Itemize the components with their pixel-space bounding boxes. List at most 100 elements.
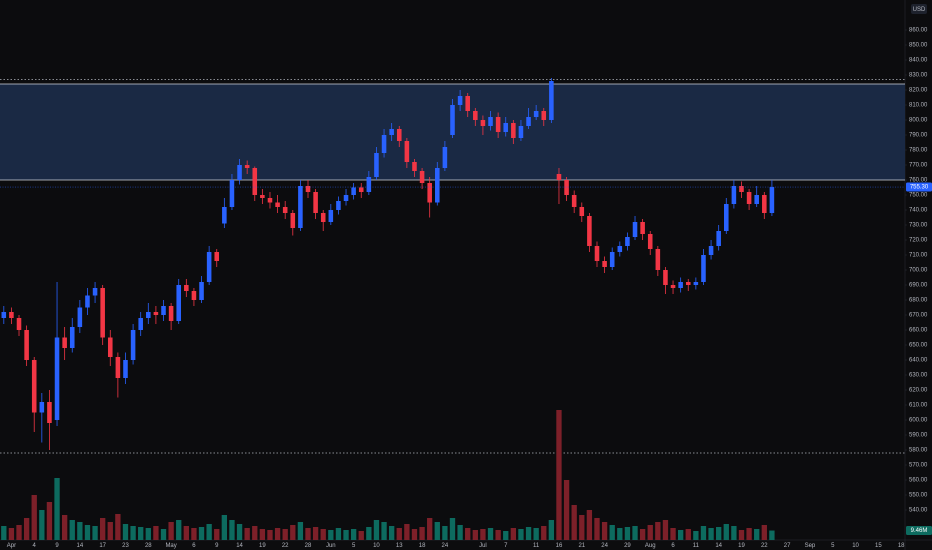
last-volume-box (906, 526, 932, 536)
volume-bar (328, 530, 334, 540)
volume-bar (198, 527, 205, 540)
y-tick-label: 590.00 (909, 433, 928, 439)
candle-body (678, 282, 683, 288)
volume-bar (16, 525, 22, 540)
volume-bar (31, 495, 37, 540)
y-tick-label: 790.00 (909, 133, 928, 139)
volume-bar (290, 525, 296, 540)
y-tick-label: 680.00 (909, 298, 928, 304)
volume-bar (655, 522, 661, 540)
volume-bar (145, 528, 151, 540)
candle-body (632, 222, 638, 237)
candle-body (222, 207, 227, 224)
candle-body (450, 105, 455, 135)
y-tick-label: 830.00 (909, 73, 928, 79)
candle-body (298, 186, 303, 228)
y-tick-label: 860.00 (909, 28, 928, 34)
volume-bar (708, 528, 714, 540)
volume-bar (662, 520, 669, 540)
y-tick-label: 640.00 (909, 358, 928, 364)
candle-body (587, 216, 592, 246)
candle-body (62, 337, 67, 348)
candle-body (77, 307, 83, 327)
x-tick-label: 13 (396, 543, 403, 549)
y-tick-label: 840.00 (909, 58, 928, 64)
volume-bar (624, 527, 631, 540)
y-tick-label: 580.00 (909, 448, 928, 454)
volume-bar (1, 526, 7, 540)
y-tick-label: 540.00 (909, 508, 928, 514)
y-tick-label: 730.00 (909, 223, 928, 229)
x-tick-label: 19 (259, 543, 266, 549)
candle-body (9, 312, 14, 318)
candle-body (503, 123, 509, 132)
volume-bar (449, 518, 456, 540)
y-tick-label: 750.00 (909, 193, 928, 199)
y-tick-label: 850.00 (909, 43, 928, 49)
y-tick-label: 740.00 (909, 208, 928, 214)
volume-bar (571, 505, 577, 540)
candle-body (282, 207, 288, 213)
y-tick-label: 570.00 (909, 463, 928, 469)
candle-body (267, 198, 273, 203)
candle-body (549, 81, 554, 120)
x-tick-label: 14 (77, 543, 84, 549)
candle-body (655, 249, 661, 270)
candle-body (146, 312, 151, 318)
volume-bar (404, 524, 410, 540)
volume-bar (617, 528, 623, 540)
volume-bar (396, 528, 402, 540)
candle-body (138, 318, 143, 330)
candle-body (571, 195, 577, 207)
volume-bar (305, 528, 311, 540)
volume-bar (160, 529, 167, 540)
price-axis (905, 0, 932, 550)
volume-bar (533, 528, 539, 540)
candle-body (701, 255, 706, 282)
candle-body (670, 285, 676, 288)
volume-bar (46, 502, 53, 540)
candle-body (191, 291, 197, 300)
volume-bar (480, 529, 486, 540)
candle-body (351, 187, 356, 195)
candle-body (716, 231, 721, 246)
volume-bar (335, 528, 342, 540)
candle-body (541, 111, 547, 120)
volume-bar (115, 514, 121, 540)
candle-body (609, 252, 615, 267)
volume-bar (297, 522, 304, 540)
x-tick-label: 5 (352, 543, 356, 549)
y-tick-label: 610.00 (909, 403, 928, 409)
volume-bar (647, 525, 653, 540)
volume-bar (92, 526, 98, 540)
candle-body (176, 285, 181, 321)
candle-body (435, 168, 440, 203)
volume-bar (259, 529, 266, 540)
x-tick-label: 24 (601, 543, 608, 549)
candle-body (480, 120, 486, 126)
x-tick-label: Aug (645, 543, 656, 549)
candle-body (161, 306, 166, 315)
candle-body (640, 222, 645, 234)
candle-body (244, 165, 250, 168)
candle-body (275, 202, 280, 207)
volume-bar (586, 510, 593, 540)
candle-body (92, 288, 98, 296)
last-price-label: 755.30 (910, 185, 929, 191)
candle-body (518, 126, 524, 138)
volume-bar (700, 526, 707, 540)
y-tick-label: 710.00 (909, 253, 928, 259)
volume-bar (731, 526, 737, 540)
volume-bar (525, 527, 532, 540)
volume-bar (670, 528, 676, 540)
y-tick-label: 650.00 (909, 343, 928, 349)
x-tick-label: 18 (419, 543, 426, 549)
y-tick-label: 560.00 (909, 478, 928, 484)
candle-body (107, 337, 113, 357)
volume-bar (320, 529, 326, 540)
candle-body (358, 187, 364, 192)
candle-body (769, 187, 775, 213)
y-tick-label: 660.00 (909, 328, 928, 334)
candle-body (336, 201, 341, 210)
